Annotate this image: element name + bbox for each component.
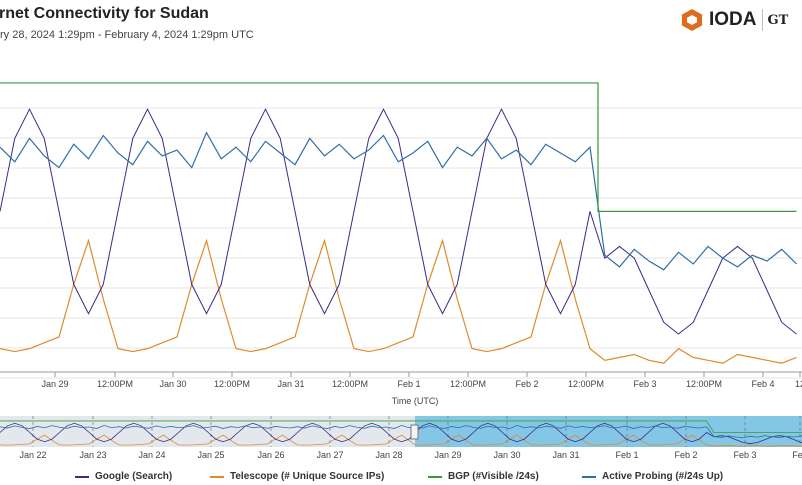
x-tick-label: 12:00PM xyxy=(97,379,133,389)
navigator-tick-label: Feb xyxy=(792,450,802,460)
x-tick-label: Feb 2 xyxy=(515,379,538,389)
navigator-tick-label: Feb 1 xyxy=(615,450,638,460)
legend-label: BGP (#Visible /24s) xyxy=(448,471,539,482)
logo-text: IODA xyxy=(709,9,757,30)
navigator-line-google xyxy=(0,422,802,444)
x-tick-label: Feb 1 xyxy=(397,379,420,389)
navigator-line-bgp xyxy=(0,420,802,433)
navigator-tick-label: Feb 3 xyxy=(733,450,756,460)
navigator-tick-label: Jan 26 xyxy=(257,450,284,460)
x-tick-label: 12:00PM xyxy=(450,379,486,389)
x-tick-label: Jan 31 xyxy=(277,379,304,389)
navigator-tick-label: Jan 27 xyxy=(316,450,343,460)
series-line-bgp xyxy=(0,82,797,212)
legend-telescope[interactable]: Telescope (# Unique Source IPs) xyxy=(210,470,384,483)
navigator-tick-label: Jan 24 xyxy=(138,450,165,460)
navigator-tick-label: Jan 30 xyxy=(493,450,520,460)
x-tick-label: 12:00PM xyxy=(214,379,250,389)
navigator-tick-label: Jan 22 xyxy=(19,450,46,460)
x-tick-label: Jan 29 xyxy=(41,379,68,389)
navigator-tick-label: Jan 25 xyxy=(197,450,224,460)
ioda-logo[interactable]: IODA GT xyxy=(680,8,788,32)
legend-label: Telescope (# Unique Source IPs) xyxy=(230,471,385,482)
legend-active-probing[interactable]: Active Probing (#/24s Up) xyxy=(582,470,723,483)
gt-logo: GT xyxy=(767,12,789,28)
series-line-google xyxy=(0,108,797,335)
legend-google[interactable]: Google (Search) xyxy=(75,470,172,483)
navigator-handle xyxy=(410,424,419,440)
x-tick-label: 12:00PM xyxy=(332,379,368,389)
legend-label: Google (Search) xyxy=(95,471,173,482)
navigator-tick-label: Jan 31 xyxy=(552,450,579,460)
x-tick-label: 12:00PM xyxy=(686,379,722,389)
ioda-hex-icon xyxy=(682,9,702,31)
series-line-telescope xyxy=(0,238,797,364)
page-title: rnet Connectivity for Sudan xyxy=(0,5,209,22)
logo-divider xyxy=(761,9,763,31)
navigator-tick-label: Jan 29 xyxy=(434,450,461,460)
x-axis-title: Time (UTC) xyxy=(392,396,439,406)
navigator-tick-label: Feb 2 xyxy=(674,450,697,460)
navigator-tick-label: Jan 28 xyxy=(375,450,402,460)
x-tick-label: 12:00PM xyxy=(568,379,604,389)
x-tick-label: Feb 4 xyxy=(751,379,774,389)
navigator-line-probing xyxy=(0,424,802,439)
legend-label: Active Probing (#/24s Up) xyxy=(602,471,724,482)
time-range: ry 28, 2024 1:29pm - February 4, 2024 1:… xyxy=(0,29,254,41)
navigator-tick-label: Jan 23 xyxy=(79,450,106,460)
x-tick-label: Jan 30 xyxy=(159,379,186,389)
x-tick-label: 12 xyxy=(795,379,802,389)
legend-bgp[interactable]: BGP (#Visible /24s) xyxy=(428,470,539,483)
navigator-line-telescope xyxy=(0,434,802,447)
series-line-probing xyxy=(0,131,797,271)
x-tick-label: Feb 3 xyxy=(633,379,656,389)
